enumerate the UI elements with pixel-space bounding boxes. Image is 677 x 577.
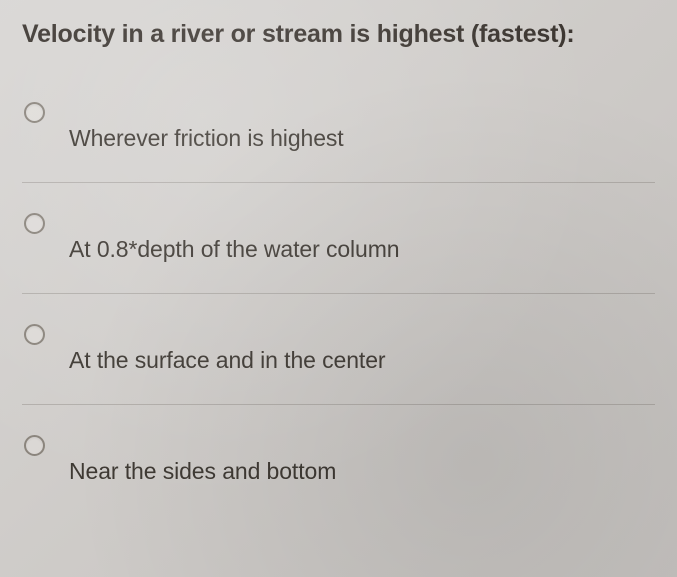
question-text: Velocity in a river or stream is highest…	[22, 18, 655, 52]
radio-icon[interactable]	[24, 435, 45, 456]
option-row[interactable]: At the surface and in the center	[22, 293, 655, 404]
radio-icon[interactable]	[24, 324, 45, 345]
option-row[interactable]: At 0.8*depth of the water column	[22, 182, 655, 293]
option-label: At the surface and in the center	[69, 344, 385, 376]
option-label: Wherever friction is highest	[69, 122, 344, 154]
option-label: Near the sides and bottom	[69, 455, 336, 487]
radio-icon[interactable]	[24, 213, 45, 234]
options-group: Wherever friction is highest At 0.8*dept…	[22, 100, 655, 516]
option-label: At 0.8*depth of the water column	[69, 233, 400, 265]
radio-icon[interactable]	[24, 102, 45, 123]
option-row[interactable]: Wherever friction is highest	[22, 100, 655, 182]
option-row[interactable]: Near the sides and bottom	[22, 404, 655, 515]
